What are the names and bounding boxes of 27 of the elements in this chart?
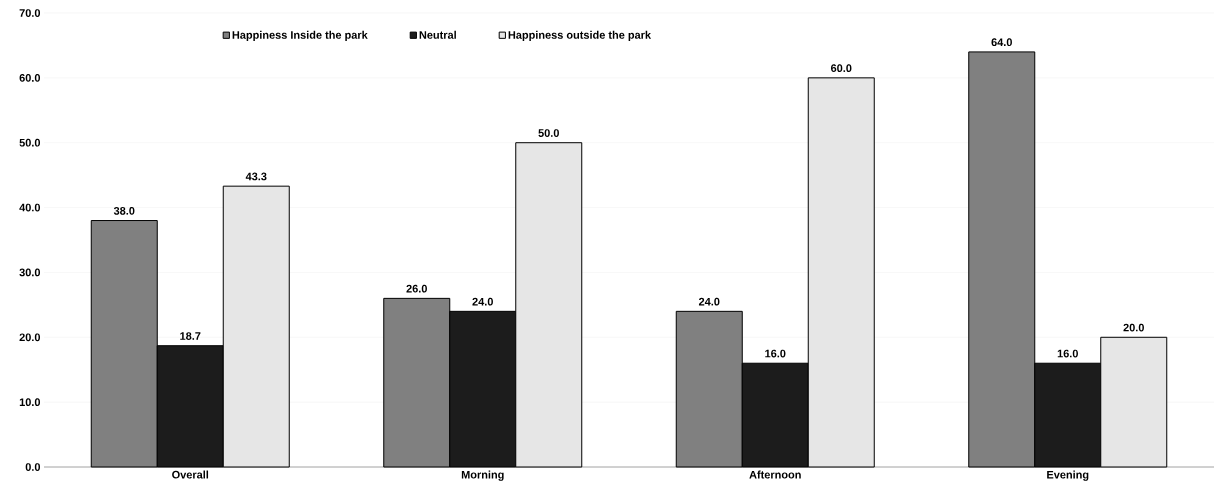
data-label: 50.0 [538,129,559,137]
y-tick-label: 60.0 [19,73,41,82]
data-label: 18.7 [180,332,201,340]
x-tick-label: Morning [461,470,504,481]
data-label: 43.3 [245,172,267,181]
y-tick-label: 50.0 [19,138,41,147]
data-label: 20.0 [1123,323,1144,332]
data-label: 26.0 [406,284,427,293]
legend-label: Happiness Inside the park [232,30,368,42]
y-tick-label: 10.0 [19,398,41,407]
legend-label: Happiness outside the park [508,30,652,42]
data-label: 64.0 [991,38,1012,47]
legend-label: Neutral [419,30,456,39]
y-tick-label: 20.0 [19,333,41,342]
x-tick-label: Evening [1047,470,1089,481]
x-tick-label: Afternoon [749,470,801,479]
data-label: 60.0 [831,64,852,73]
y-tick-label: 30.0 [19,268,41,277]
data-label: 24.0 [698,297,720,306]
data-label: 38.0 [113,206,135,215]
data-label: 16.0 [765,349,786,358]
y-tick-label: 0.0 [25,463,41,471]
data-label: 24.0 [472,297,493,306]
data-label: 16.0 [1057,349,1078,358]
y-tick-label: 40.0 [19,203,41,212]
x-tick-label: Overall [172,470,209,479]
y-tick-label: 70.0 [19,9,41,17]
